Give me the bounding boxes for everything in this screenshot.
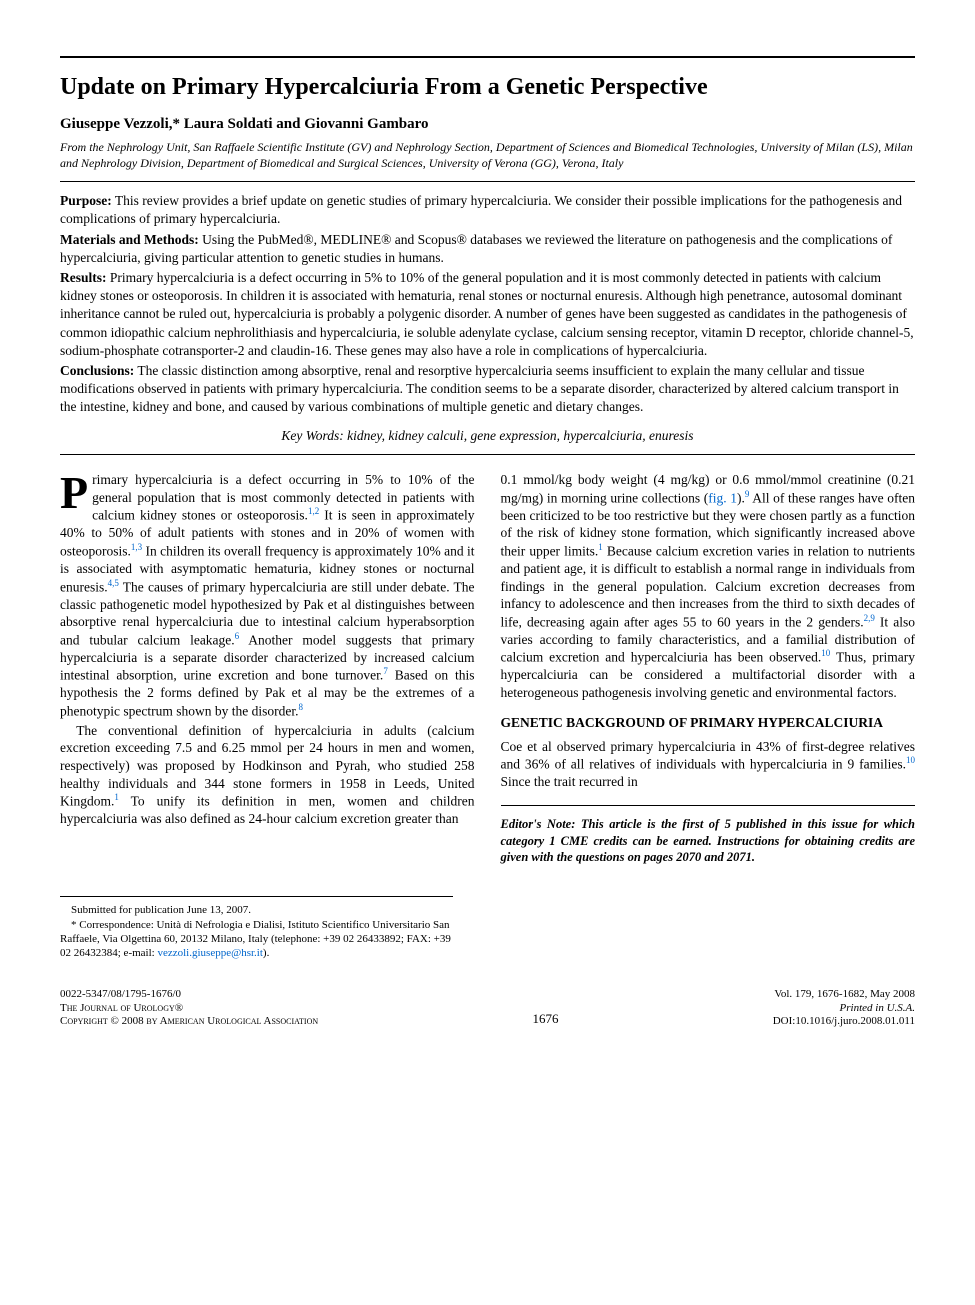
figure-link[interactable]: fig. 1 [708,490,737,505]
editors-note: Editor's Note: This article is the first… [501,805,916,867]
ref-link[interactable]: 1,3 [131,542,142,552]
results-label: Results: [60,270,107,285]
purpose-text: This review provides a brief update on g… [60,193,902,226]
body-para-2: The conventional definition of hypercalc… [60,722,475,828]
article-title: Update on Primary Hypercalciuria From a … [60,72,915,103]
section-heading-genetic: GENETIC BACKGROUND OF PRIMARY HYPERCALCI… [501,715,916,731]
abstract-results: Results: Primary hypercalciuria is a def… [60,269,915,360]
footer-page-number: 1676 [532,1011,558,1028]
page-footer: 0022-5347/08/1795-1676/0 The Journal of … [60,988,915,1028]
footer-left: 0022-5347/08/1795-1676/0 The Journal of … [60,988,318,1028]
conclusions-text: The classic distinction among absorptive… [60,363,899,414]
body-para-3: 0.1 mmol/kg body weight (4 mg/kg) or 0.6… [501,471,916,701]
abstract-block: Purpose: This review provides a brief up… [60,192,915,417]
authors-line: Giuseppe Vezzoli,* Laura Soldati and Gio… [60,115,915,135]
top-rule [60,56,915,58]
ref-link[interactable]: 10 [906,755,915,765]
ref-link[interactable]: 4,5 [108,578,119,588]
footnote-submitted: Submitted for publication June 13, 2007. [60,903,453,917]
footer-printed: Printed in U.S.A. [773,1002,915,1015]
affiliation-line: From the Nephrology Unit, San Raffaele S… [60,139,915,171]
abstract-materials: Materials and Methods: Using the PubMed®… [60,231,915,267]
body-para-4: Coe et al observed primary hypercalciuri… [501,738,916,791]
footer-journal: The Journal of Urology® [60,1002,318,1015]
purpose-label: Purpose: [60,193,112,208]
footer-vol: Vol. 179, 1676-1682, May 2008 [773,988,915,1001]
conclusions-label: Conclusions: [60,363,134,378]
body-para-1: Primary hypercalciuria is a defect occur… [60,471,475,720]
ref-link[interactable]: 1,2 [308,506,319,516]
footnote-correspondence: * Correspondence: Unità di Nefrologia e … [60,918,453,961]
footer-right: Vol. 179, 1676-1682, May 2008 Printed in… [773,988,915,1028]
abstract-purpose: Purpose: This review provides a brief up… [60,192,915,228]
footer-issn: 0022-5347/08/1795-1676/0 [60,988,318,1001]
keywords-line: Key Words: kidney, kidney calculi, gene … [60,427,915,445]
ref-link[interactable]: 10 [821,648,830,658]
abstract-conclusions: Conclusions: The classic distinction amo… [60,362,915,417]
ref-link[interactable]: 2,9 [864,613,875,623]
results-text: Primary hypercalciuria is a defect occur… [60,270,914,358]
footer-copyright: Copyright © 2008 by American Urological … [60,1015,318,1028]
body-columns: Primary hypercalciuria is a defect occur… [60,471,915,866]
correspondence-email[interactable]: vezzoli.giuseppe@hsr.it [157,947,262,959]
footnotes-block: Submitted for publication June 13, 2007.… [60,896,453,960]
rule-after-affil [60,181,915,182]
ref-link[interactable]: 8 [298,702,303,712]
rule-after-keywords [60,454,915,455]
materials-label: Materials and Methods: [60,232,199,247]
footer-doi: DOI:10.1016/j.juro.2008.01.011 [773,1015,915,1028]
